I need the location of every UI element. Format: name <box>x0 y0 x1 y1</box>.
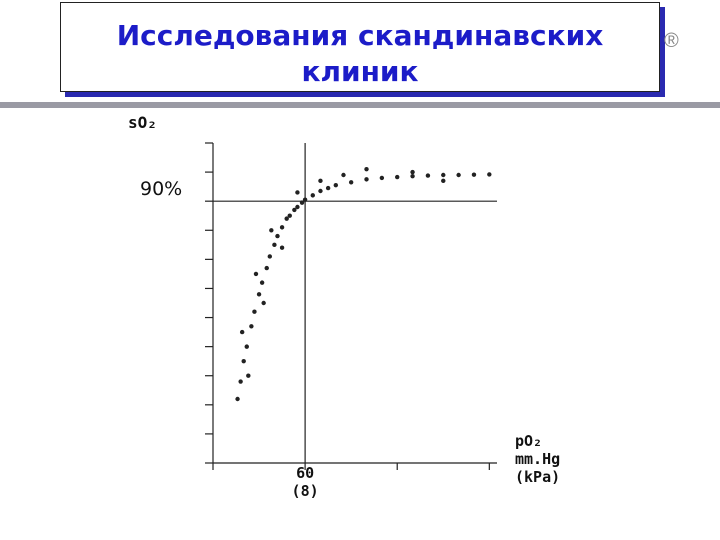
point <box>252 309 257 314</box>
point <box>279 245 285 250</box>
point <box>295 204 300 210</box>
x-axis-label: pO₂ mm.Hg (kPa) <box>515 432 561 486</box>
point <box>261 300 266 306</box>
point <box>253 271 259 277</box>
point <box>310 193 315 198</box>
point <box>348 180 354 185</box>
point <box>333 182 339 188</box>
point <box>325 185 331 191</box>
point <box>267 254 272 259</box>
point <box>410 169 415 175</box>
point <box>287 213 292 218</box>
point <box>256 292 262 297</box>
point <box>238 379 243 384</box>
registered-mark: ® <box>664 30 679 52</box>
divider-bar <box>0 102 720 108</box>
point <box>395 174 400 180</box>
point <box>241 358 246 364</box>
point <box>264 265 269 271</box>
point <box>246 373 251 378</box>
point <box>302 197 308 202</box>
point <box>249 324 254 329</box>
point <box>299 200 305 205</box>
point <box>364 166 369 172</box>
point <box>272 242 277 248</box>
point <box>239 329 245 335</box>
point <box>456 172 461 178</box>
point <box>259 280 265 285</box>
point <box>364 177 369 182</box>
slide-title: Исследования скандинавских клиник <box>116 19 604 88</box>
point <box>284 216 289 221</box>
y-tick-label: 90% <box>140 178 183 201</box>
title-box <box>60 2 660 92</box>
point <box>235 396 240 402</box>
point <box>292 207 297 213</box>
point <box>441 172 446 178</box>
point <box>379 175 385 181</box>
y-axis-label: sO₂ <box>128 113 157 132</box>
point <box>279 225 285 230</box>
point <box>410 173 415 179</box>
point <box>244 344 249 349</box>
point <box>275 233 280 239</box>
x-tick-label: 60 (8) <box>291 464 319 500</box>
point <box>269 228 274 233</box>
point <box>318 178 323 184</box>
point <box>318 188 323 194</box>
point <box>441 178 446 184</box>
point <box>341 172 346 178</box>
point <box>425 173 431 178</box>
point <box>295 190 300 195</box>
point <box>471 172 477 177</box>
point <box>487 172 492 177</box>
